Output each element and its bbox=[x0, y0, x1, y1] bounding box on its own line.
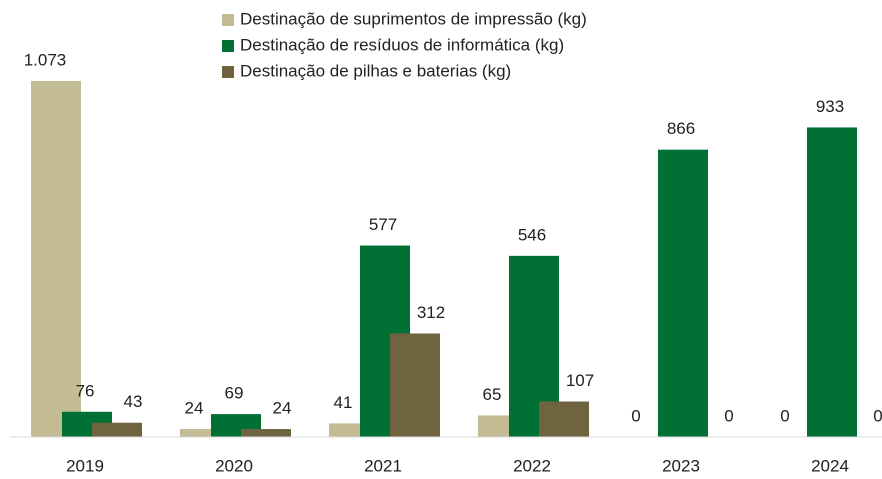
data-label: 43 bbox=[124, 392, 143, 411]
data-label: 577 bbox=[369, 215, 397, 234]
bar bbox=[31, 81, 81, 437]
bar bbox=[539, 401, 589, 437]
data-label: 312 bbox=[417, 303, 445, 322]
legend-label: Destinação de pilhas e baterias (kg) bbox=[240, 61, 511, 80]
legend-label: Destinação de resíduos de informática (k… bbox=[240, 35, 564, 54]
bar bbox=[658, 149, 708, 437]
data-label: 24 bbox=[185, 399, 204, 418]
x-tick-label: 2020 bbox=[215, 456, 253, 475]
x-tick-label: 2019 bbox=[66, 456, 104, 475]
bar bbox=[807, 127, 857, 437]
data-label: 866 bbox=[667, 119, 695, 138]
bar bbox=[92, 422, 142, 437]
data-label: 65 bbox=[483, 385, 502, 404]
data-label: 933 bbox=[816, 97, 844, 116]
data-label: 24 bbox=[273, 399, 292, 418]
data-label: 0 bbox=[631, 406, 640, 425]
bar bbox=[241, 429, 291, 437]
legend-label: Destinação de suprimentos de impressão (… bbox=[240, 9, 587, 28]
legend-swatch bbox=[222, 14, 234, 26]
x-tick-label: 2022 bbox=[513, 456, 551, 475]
x-tick-label: 2023 bbox=[662, 456, 700, 475]
bar bbox=[180, 429, 230, 437]
x-tick-label: 2024 bbox=[811, 456, 849, 475]
data-label: 0 bbox=[724, 406, 733, 425]
legend-swatch bbox=[222, 66, 234, 78]
legend-swatch bbox=[222, 40, 234, 52]
data-label: 546 bbox=[518, 225, 546, 244]
data-label: 69 bbox=[225, 384, 244, 403]
data-label: 0 bbox=[780, 406, 789, 425]
data-label: 0 bbox=[873, 406, 882, 425]
bar bbox=[390, 333, 440, 437]
x-tick-label: 2021 bbox=[364, 456, 402, 475]
data-label: 1.073 bbox=[24, 50, 67, 69]
data-label: 41 bbox=[334, 393, 353, 412]
data-label: 107 bbox=[566, 371, 594, 390]
data-label: 76 bbox=[76, 381, 95, 400]
